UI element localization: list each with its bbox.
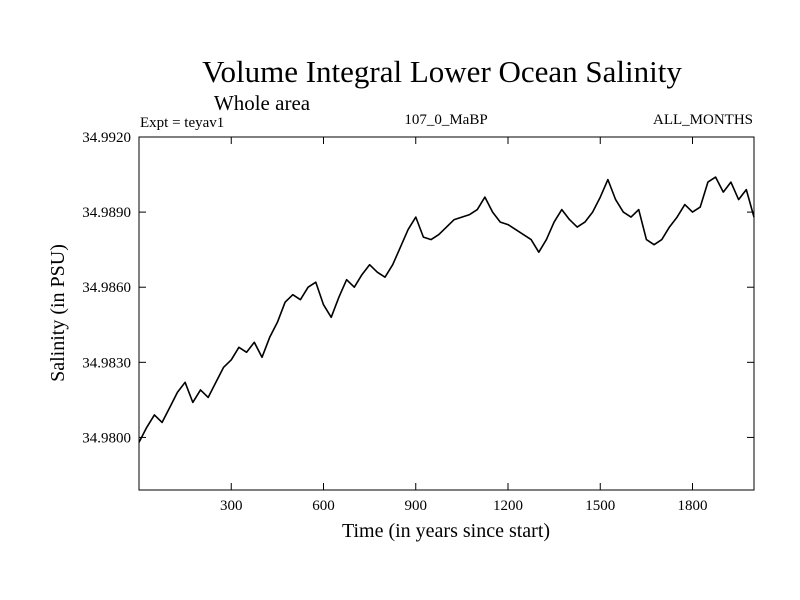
months-label: ALL_MONTHS: [653, 112, 753, 128]
chart-subtitle: Whole area: [214, 91, 311, 115]
x-tick-label: 600: [312, 498, 335, 514]
x-tick-label: 1200: [493, 498, 523, 514]
salinity-series-line: [138, 176, 755, 443]
y-tick-label: 34.9890: [82, 205, 131, 221]
x-tick-label: 1800: [678, 498, 708, 514]
period-label: 107_0_MaBP: [404, 112, 487, 128]
y-axis: 34.9800 34.9830 34.9860 34.9890 34.9920: [82, 130, 754, 446]
x-tick-label: 300: [220, 498, 243, 514]
chart-title: Volume Integral Lower Ocean Salinity: [202, 54, 682, 89]
y-axis-label: Salinity (in PSU): [47, 244, 69, 382]
x-axis: 300 600 900 1200 1500 1800: [220, 137, 708, 514]
y-tick-label: 34.9800: [82, 430, 131, 446]
plot-frame: [138, 136, 755, 491]
x-tick-label: 1500: [585, 498, 615, 514]
experiment-label: Expt = teyav1: [140, 115, 224, 131]
y-tick-label: 34.9830: [82, 355, 131, 371]
y-tick-label: 34.9860: [82, 280, 131, 296]
y-tick-label: 34.9920: [82, 130, 131, 146]
x-axis-label: Time (in years since start): [342, 520, 550, 542]
x-tick-label: 900: [405, 498, 428, 514]
